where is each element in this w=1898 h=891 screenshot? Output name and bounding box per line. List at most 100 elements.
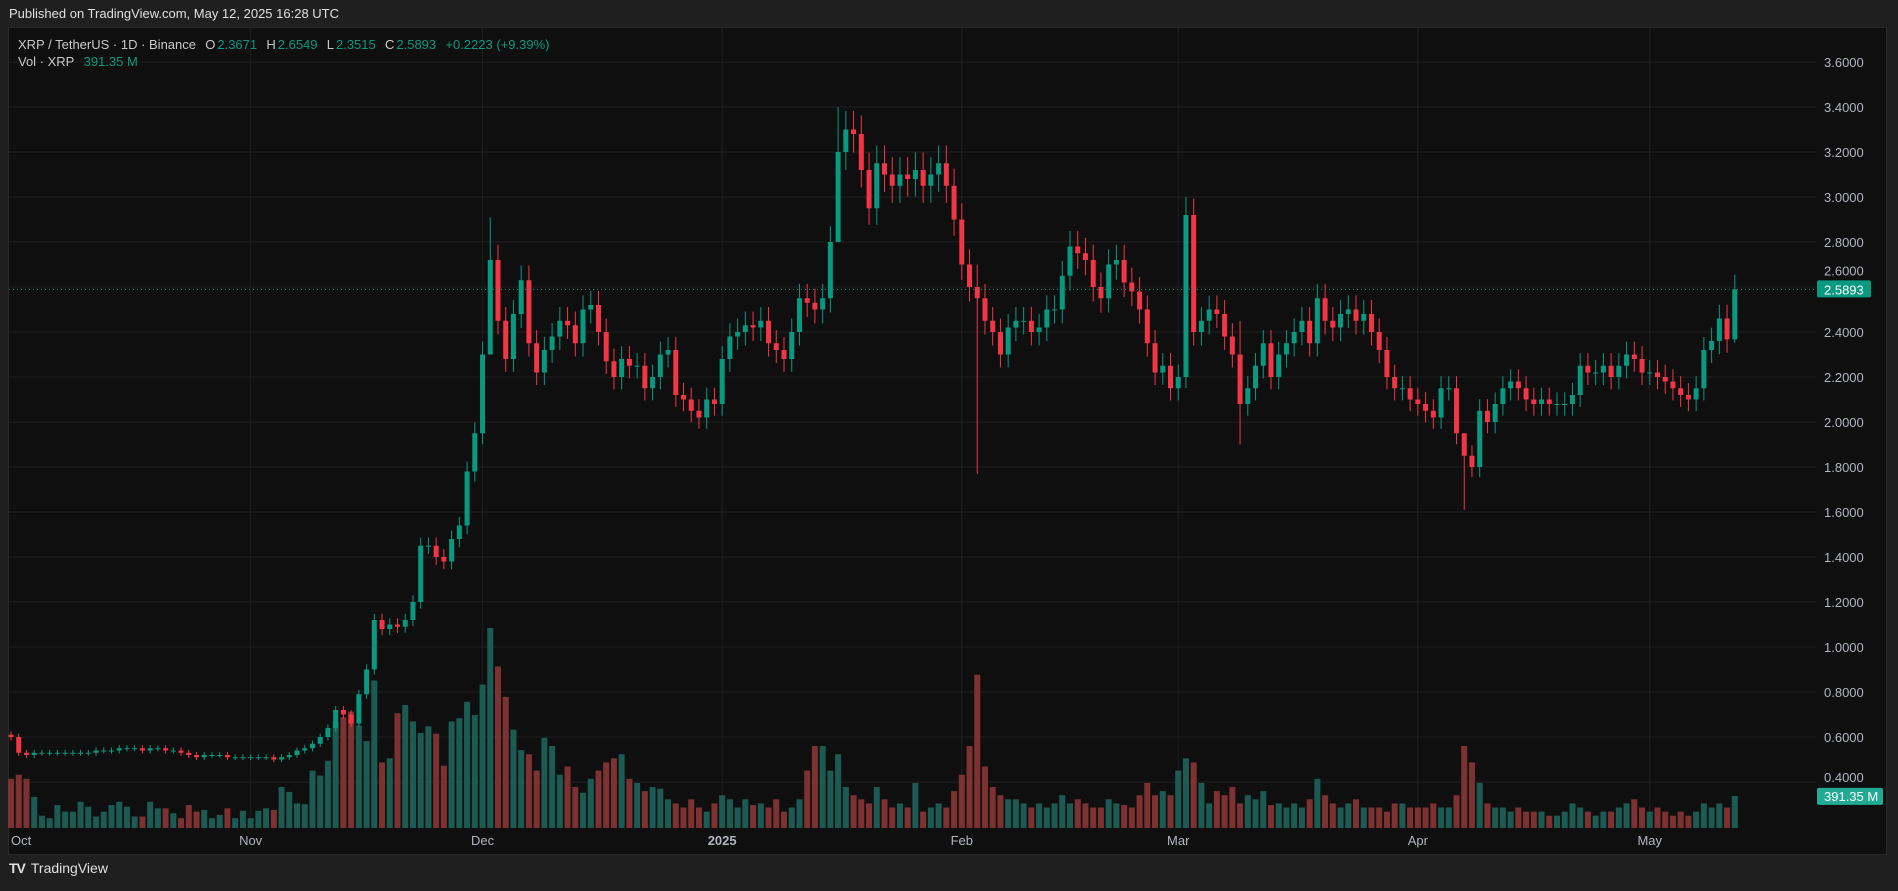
candle bbox=[789, 318, 795, 372]
candle bbox=[54, 749, 60, 756]
volume-bar bbox=[1043, 807, 1050, 828]
volume-bar bbox=[680, 807, 687, 828]
candle bbox=[1392, 364, 1398, 401]
candle bbox=[534, 330, 540, 385]
candle bbox=[31, 749, 37, 758]
candle-body bbox=[990, 320, 996, 332]
volume-bar bbox=[1198, 782, 1205, 828]
candle-body bbox=[526, 280, 532, 344]
candle bbox=[449, 530, 455, 570]
volume-bar bbox=[912, 782, 919, 828]
candle bbox=[858, 115, 864, 188]
volume-bar bbox=[386, 758, 393, 828]
candle-body bbox=[534, 343, 540, 373]
candle-body bbox=[1183, 215, 1189, 377]
candle bbox=[1090, 244, 1096, 302]
time-tick-label: Nov bbox=[239, 833, 263, 848]
volume-bar bbox=[1584, 811, 1591, 828]
candle-body bbox=[333, 710, 339, 728]
chart-frame[interactable] bbox=[8, 27, 1887, 855]
candle bbox=[1229, 323, 1235, 368]
candle-body bbox=[240, 757, 246, 759]
candle-body bbox=[1716, 318, 1722, 341]
volume-bar bbox=[394, 713, 401, 828]
candle bbox=[309, 740, 315, 752]
candle bbox=[619, 346, 625, 390]
candle bbox=[688, 387, 694, 423]
price-tick-label: 3.2000 bbox=[1824, 145, 1864, 160]
volume-bar bbox=[1020, 803, 1027, 828]
high-value: 2.6549 bbox=[277, 37, 318, 52]
candle-body bbox=[510, 314, 516, 359]
candle bbox=[1044, 295, 1050, 342]
volume-bar bbox=[1592, 815, 1599, 828]
candle-body bbox=[1515, 381, 1521, 389]
candle bbox=[835, 107, 841, 242]
candle-body bbox=[1005, 327, 1011, 355]
candle bbox=[1546, 387, 1552, 416]
candle bbox=[735, 318, 741, 350]
volume-bar bbox=[665, 799, 672, 828]
candle bbox=[170, 747, 176, 754]
time-tick-label: Oct bbox=[11, 833, 32, 848]
volume-bar bbox=[1082, 803, 1089, 828]
candle bbox=[1152, 330, 1158, 385]
candle-body bbox=[650, 377, 656, 389]
candle bbox=[704, 387, 710, 429]
last-price-label: 2.5893 bbox=[1824, 282, 1864, 297]
candle-body bbox=[1508, 381, 1514, 389]
volume-bar bbox=[610, 758, 617, 828]
candle-body bbox=[124, 748, 130, 750]
price-tick-label: 2.0000 bbox=[1824, 415, 1864, 430]
candle-body bbox=[912, 170, 918, 179]
candle-body bbox=[1624, 354, 1630, 366]
volume-bar bbox=[162, 808, 169, 828]
candle-body bbox=[603, 332, 609, 362]
volume-bar bbox=[1708, 807, 1715, 828]
volume-bar bbox=[487, 628, 494, 828]
candle-body bbox=[588, 305, 594, 310]
volume-bar bbox=[750, 805, 757, 828]
volume-bar bbox=[1700, 803, 1707, 828]
volume-bar bbox=[178, 818, 185, 828]
candle bbox=[101, 747, 107, 754]
volume-bar bbox=[618, 754, 625, 828]
tradingview-logo-text[interactable]: TradingView bbox=[30, 860, 108, 876]
candle bbox=[1384, 336, 1390, 390]
volume-bar bbox=[549, 746, 556, 828]
candle-body bbox=[1693, 388, 1699, 400]
volume-bar bbox=[757, 803, 764, 828]
volume-label[interactable]: Vol · XRP bbox=[18, 54, 75, 69]
candle bbox=[580, 295, 586, 357]
volume-bar bbox=[781, 811, 787, 828]
candle bbox=[773, 330, 779, 364]
volume-bar bbox=[719, 795, 726, 828]
candle bbox=[1253, 353, 1259, 401]
candle bbox=[1423, 392, 1429, 423]
candle-body bbox=[789, 332, 795, 359]
volume-bar bbox=[1059, 795, 1066, 828]
candle-body bbox=[881, 163, 887, 175]
candle-body bbox=[719, 359, 725, 404]
price-tick-label: 2.2000 bbox=[1824, 370, 1864, 385]
volume-bar bbox=[1561, 811, 1568, 828]
volume-bar bbox=[1229, 787, 1236, 828]
candle-body bbox=[47, 752, 53, 754]
high-label: H bbox=[266, 37, 276, 52]
symbol-title[interactable]: XRP / TetherUS · 1D · Binance bbox=[18, 37, 196, 52]
candle bbox=[1701, 336, 1707, 401]
candle-body bbox=[23, 752, 29, 755]
candle-body bbox=[1206, 309, 1212, 321]
candle bbox=[116, 745, 122, 754]
volume-bar bbox=[657, 788, 664, 828]
candle-body bbox=[943, 163, 949, 186]
candle bbox=[1647, 360, 1653, 385]
candle bbox=[1716, 304, 1722, 355]
candle bbox=[1098, 272, 1104, 313]
published-note: Published on TradingView.com, May 12, 20… bbox=[9, 6, 340, 21]
candle-body bbox=[1291, 332, 1297, 344]
price-tick-label: 1.2000 bbox=[1824, 595, 1864, 610]
volume-bar bbox=[896, 803, 903, 828]
candle-body bbox=[1484, 410, 1490, 422]
